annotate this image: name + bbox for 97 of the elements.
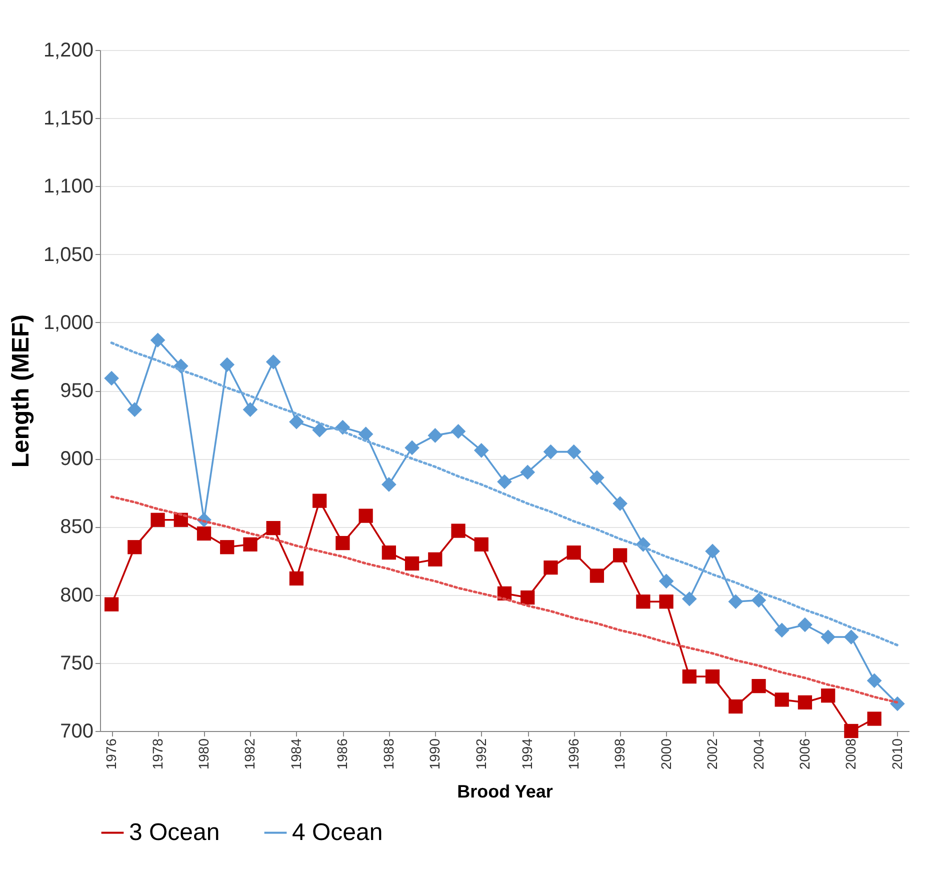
point — [336, 536, 350, 550]
y-tick-label: 700 — [60, 720, 94, 742]
point — [774, 622, 790, 638]
point — [798, 617, 812, 632]
point — [728, 594, 744, 610]
point — [728, 699, 743, 714]
point — [866, 673, 882, 688]
x-tick-label: 2006 — [796, 738, 812, 770]
x-tick-label: 2000 — [658, 738, 674, 770]
point — [520, 464, 536, 480]
x-tick-label: 1996 — [565, 738, 582, 770]
y-tick-label: 850 — [60, 516, 94, 538]
point — [266, 354, 281, 370]
point — [590, 470, 604, 486]
point — [613, 548, 628, 562]
point — [358, 508, 373, 523]
point — [312, 422, 327, 438]
point — [358, 426, 374, 442]
point — [474, 537, 488, 552]
point — [312, 494, 327, 508]
x-axis-title: Brood Year — [457, 782, 553, 802]
point — [658, 574, 674, 589]
point — [451, 524, 466, 538]
x-tick-label: 1988 — [380, 738, 396, 770]
y-tick-label: 900 — [60, 448, 94, 470]
x-tick-label: 1990 — [426, 738, 443, 770]
point — [382, 477, 396, 492]
point — [220, 357, 235, 372]
x-tick-label: 1986 — [334, 738, 350, 770]
point — [820, 630, 836, 644]
point — [220, 540, 234, 554]
line-series — [110, 342, 899, 646]
point — [612, 496, 628, 511]
point — [428, 552, 442, 566]
x-tick-label: 2008 — [842, 738, 859, 770]
point — [659, 594, 674, 609]
x-tick-label: 1998 — [612, 738, 628, 770]
y-tick-label: 950 — [60, 380, 94, 402]
point — [266, 520, 280, 536]
x-tick-label: 1976 — [103, 738, 120, 770]
y-tick-label: 750 — [60, 652, 94, 674]
x-tick-label: 1984 — [288, 738, 304, 770]
x-tick-label: 1992 — [472, 738, 489, 770]
point — [636, 594, 650, 609]
y-tick-label: 1,100 — [43, 176, 94, 198]
x-tick-label: 1980 — [196, 738, 212, 770]
x-tick-label: 1994 — [519, 738, 536, 770]
point — [497, 474, 512, 490]
legend-label: 4 Ocean — [292, 818, 383, 846]
y-tick-label: 800 — [60, 584, 94, 606]
point — [566, 444, 582, 460]
point — [590, 568, 604, 583]
point — [566, 546, 581, 560]
point — [127, 402, 142, 417]
point — [751, 592, 766, 608]
point — [150, 332, 166, 348]
x-tick-label: 2004 — [750, 738, 766, 770]
point — [289, 571, 304, 586]
point — [382, 546, 396, 560]
point — [242, 402, 258, 417]
point — [474, 443, 489, 458]
point — [243, 537, 258, 552]
point — [821, 688, 836, 703]
point — [774, 692, 789, 707]
point — [682, 669, 696, 684]
point — [520, 590, 535, 605]
x-tick-label: 1982 — [242, 738, 258, 770]
point — [752, 678, 766, 694]
y-tick-label: 1,050 — [43, 244, 94, 266]
legend-label: 3 Ocean — [129, 818, 220, 846]
point — [404, 440, 420, 456]
point — [798, 695, 812, 710]
point — [844, 724, 858, 738]
point — [150, 512, 165, 527]
point — [128, 540, 142, 554]
point — [890, 696, 905, 712]
point — [196, 526, 212, 541]
y-tick-label: 1,150 — [43, 108, 94, 130]
point — [428, 428, 443, 443]
point — [543, 444, 558, 460]
point — [450, 424, 466, 439]
point — [867, 712, 882, 726]
x-tick-label: 1978 — [149, 738, 166, 770]
point — [104, 370, 119, 386]
point — [844, 630, 859, 644]
point — [682, 591, 697, 606]
point — [404, 556, 420, 571]
point — [104, 597, 119, 612]
point — [705, 544, 720, 559]
y-axis-title: Length (MEF) — [7, 314, 34, 468]
y-tick-label: 1,000 — [43, 312, 94, 334]
point — [705, 669, 720, 684]
y-tick-label: 1,200 — [43, 40, 94, 62]
x-tick-label: 2010 — [888, 738, 905, 770]
point — [544, 560, 558, 575]
point — [289, 414, 304, 430]
x-tick-label: 2002 — [704, 738, 720, 770]
